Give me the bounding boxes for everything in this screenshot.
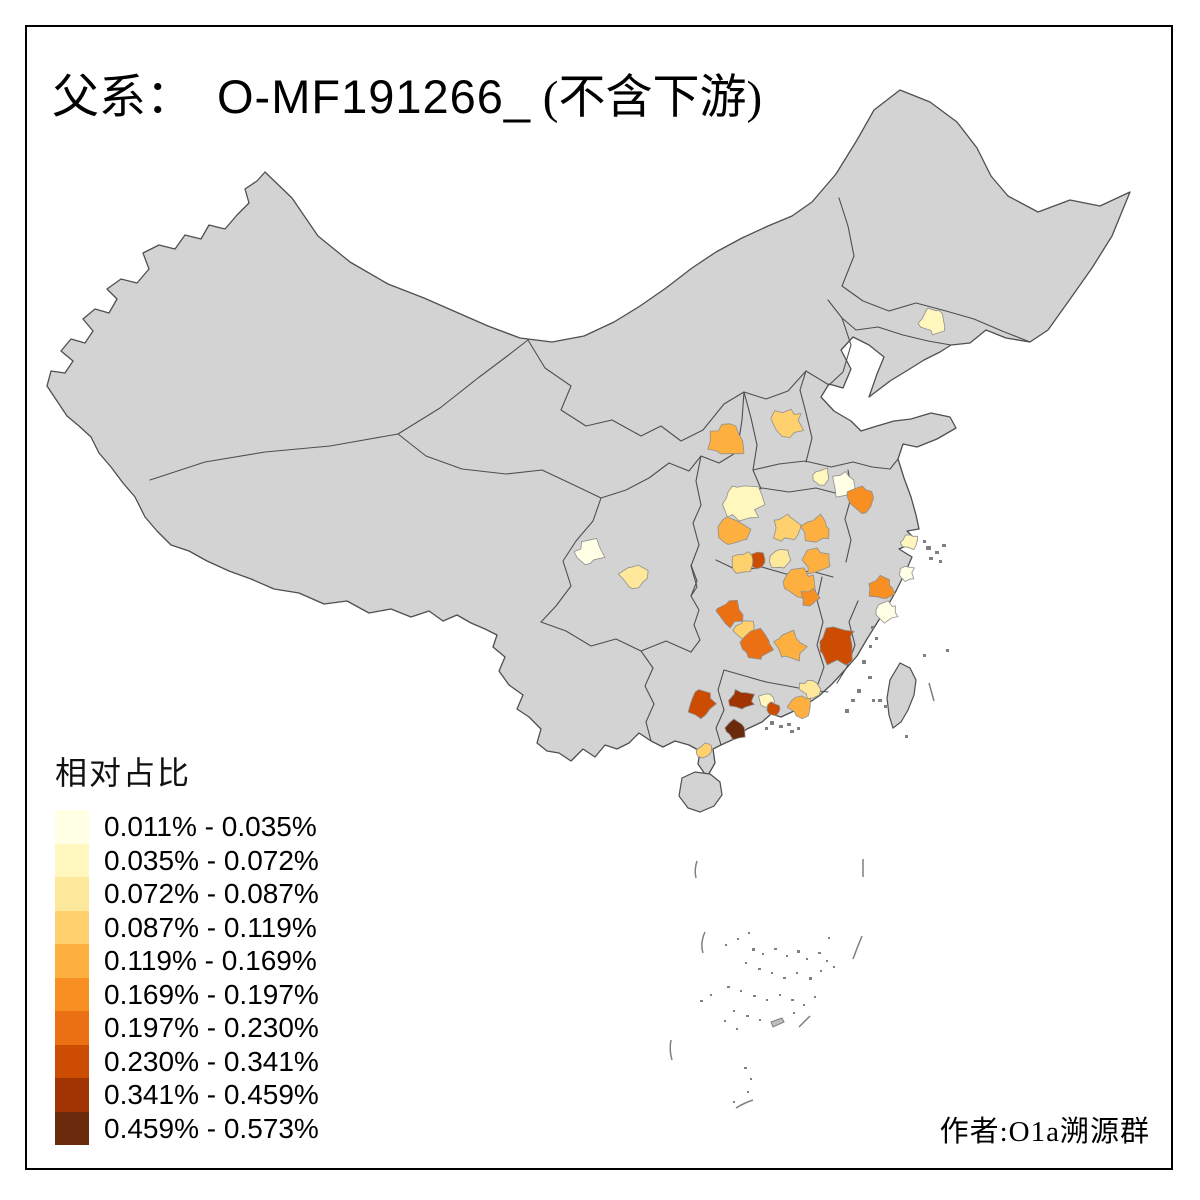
prefecture-region [899, 534, 919, 551]
prefecture-region [786, 695, 811, 720]
prefecture-region [875, 600, 899, 624]
title-haplogroup: O-MF191266_ [217, 70, 532, 123]
legend-label: 0.197% - 0.230% [104, 1012, 319, 1043]
prefecture-region [773, 629, 808, 662]
legend-swatch [55, 944, 89, 978]
legend-label: 0.119% - 0.169% [104, 945, 317, 976]
prefecture-region [739, 627, 775, 660]
prefecture-region [770, 408, 805, 439]
legend-swatch [55, 1111, 89, 1145]
prefecture-region [799, 513, 830, 543]
legend-label: 0.341% - 0.459% [104, 1079, 319, 1110]
legend-swatch [55, 977, 89, 1011]
legend-swatch [55, 1078, 89, 1112]
prefecture-region [917, 307, 946, 336]
attribution: 作者:O1a溯源群 [939, 1116, 1150, 1148]
page-title: 父系： O-MF191266_ (不含下游) [52, 58, 762, 127]
legend-row: 0.035% - 0.072% [55, 843, 319, 877]
legend-row: 0.119% - 0.169% [55, 944, 319, 978]
prefecture-region [731, 551, 755, 574]
prefecture-region [695, 742, 713, 759]
legend-row: 0.169% - 0.197% [55, 977, 319, 1011]
legend-row: 0.230% - 0.341% [55, 1044, 319, 1078]
prefecture-region [751, 551, 766, 570]
prefecture-region [773, 513, 802, 542]
prefecture-region [722, 485, 766, 522]
legend-label: 0.035% - 0.072% [104, 844, 319, 876]
china-mainland [46, 89, 1131, 813]
legend-rows: 0.011% - 0.035% 0.035% - 0.072% 0.072% - 0… [55, 810, 319, 1145]
mainland-outline [46, 89, 1131, 778]
hainan-island [678, 771, 723, 813]
scs-islet-dots [700, 932, 835, 1103]
title-prefix: 父系： [52, 72, 193, 124]
legend-label: 0.459% - 0.573% [104, 1112, 319, 1144]
prefecture-region [798, 679, 822, 700]
legend-title: 相对占比 [55, 755, 192, 791]
prefecture-region [868, 574, 896, 599]
legend-label: 0.011% - 0.035% [104, 811, 317, 842]
prefecture-region [898, 565, 916, 583]
legend-row: 0.197% - 0.230% [55, 1011, 319, 1045]
prefecture-region [687, 689, 718, 720]
prefecture-region [707, 423, 745, 455]
legend-label: 0.072% - 0.087% [104, 878, 319, 909]
legend-label: 0.087% - 0.119% [104, 911, 317, 943]
prefecture-region [766, 701, 781, 717]
prefecture-region [768, 548, 792, 569]
prefecture-region [812, 467, 830, 486]
prefecture-region [617, 564, 649, 590]
legend-label: 0.230% - 0.341% [104, 1045, 319, 1077]
prefecture-regions [573, 307, 946, 759]
prefecture-region [800, 587, 821, 607]
legend-swatch [55, 877, 89, 911]
legend-swatch [55, 910, 89, 944]
prefecture-region [717, 516, 752, 545]
legend-label: 0.169% - 0.197% [104, 978, 319, 1010]
legend-swatch [55, 1011, 89, 1045]
taiwan-island [886, 662, 917, 729]
legend-swatch [55, 1044, 89, 1078]
prefecture-region [724, 718, 746, 741]
coastal-islands [765, 540, 949, 738]
legend-row: 0.341% - 0.459% [55, 1078, 319, 1112]
prefecture-region [715, 599, 744, 629]
south-china-sea-features [669, 682, 935, 1109]
prefecture-region [819, 626, 855, 666]
legend-row: 0.459% - 0.573% [55, 1111, 319, 1145]
prefecture-region [801, 547, 831, 575]
prefecture-region [846, 485, 874, 515]
legend-row: 0.087% - 0.119% [55, 910, 319, 944]
legend: 相对占比 0.011% - 0.035% 0.035% - 0.072% 0.072… [55, 748, 319, 1145]
legend-row: 0.072% - 0.087% [55, 877, 319, 911]
title-suffix: (不含下游) [531, 72, 763, 124]
prefecture-region [728, 688, 756, 710]
prefecture-region [573, 538, 606, 566]
legend-swatch [55, 843, 89, 877]
legend-row: 0.011% - 0.035% [55, 810, 319, 844]
legend-swatch [55, 810, 89, 844]
